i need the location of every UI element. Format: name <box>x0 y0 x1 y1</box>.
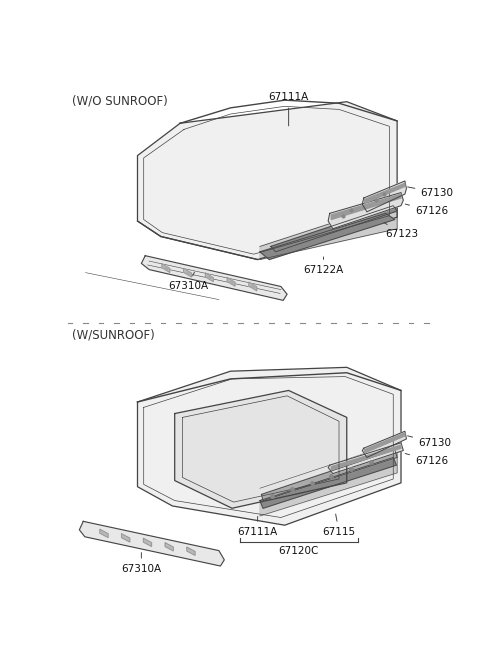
Text: 67111A: 67111A <box>238 516 278 536</box>
Polygon shape <box>260 457 396 508</box>
Polygon shape <box>262 450 397 500</box>
Polygon shape <box>365 183 405 203</box>
Polygon shape <box>331 445 401 470</box>
Text: 67120C: 67120C <box>278 546 319 556</box>
Polygon shape <box>260 202 397 259</box>
Polygon shape <box>362 431 407 457</box>
Polygon shape <box>79 521 224 566</box>
Polygon shape <box>144 538 152 546</box>
Polygon shape <box>260 214 395 259</box>
Polygon shape <box>137 102 397 259</box>
Polygon shape <box>205 273 213 282</box>
Polygon shape <box>260 443 397 516</box>
Text: 67126: 67126 <box>405 204 448 216</box>
Text: 67115: 67115 <box>323 514 356 536</box>
Polygon shape <box>184 269 192 277</box>
Polygon shape <box>249 282 257 291</box>
Text: 67123: 67123 <box>384 223 419 239</box>
Text: 67126: 67126 <box>405 453 448 466</box>
Text: 67111A: 67111A <box>268 92 309 126</box>
Polygon shape <box>331 194 401 219</box>
Polygon shape <box>187 547 195 555</box>
Polygon shape <box>362 181 407 212</box>
Text: 67310A: 67310A <box>168 272 208 291</box>
Polygon shape <box>137 367 401 525</box>
Polygon shape <box>227 278 235 286</box>
Polygon shape <box>142 255 287 301</box>
Text: 67130: 67130 <box>408 436 451 448</box>
Polygon shape <box>165 543 173 551</box>
Polygon shape <box>100 529 108 538</box>
Polygon shape <box>271 206 397 252</box>
Polygon shape <box>328 443 403 474</box>
Text: 67310A: 67310A <box>121 553 161 574</box>
Text: (W/O SUNROOF): (W/O SUNROOF) <box>72 94 168 107</box>
Polygon shape <box>121 534 130 542</box>
Text: 67122A: 67122A <box>303 257 344 275</box>
Text: 67130: 67130 <box>408 187 454 198</box>
Text: (W/SUNROOF): (W/SUNROOF) <box>72 329 155 342</box>
Polygon shape <box>328 193 403 229</box>
Polygon shape <box>365 433 405 453</box>
Polygon shape <box>175 390 347 508</box>
Polygon shape <box>162 264 170 272</box>
